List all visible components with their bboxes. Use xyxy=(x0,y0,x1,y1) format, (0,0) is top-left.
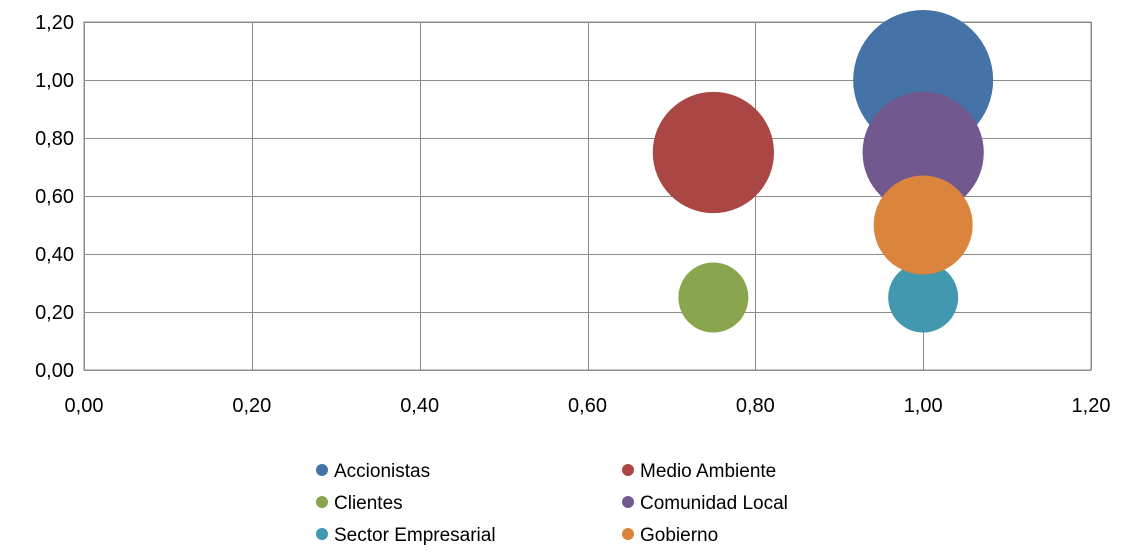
bubbles xyxy=(652,10,994,333)
x-tick-label: 0,00 xyxy=(65,395,104,417)
legend-label: Clientes xyxy=(334,493,403,514)
legend-label: Medio Ambiente xyxy=(640,461,776,482)
legend-item-sector-empresarial: Sector Empresarial xyxy=(316,525,496,546)
y-tick-label: 1,00 xyxy=(35,70,74,92)
y-tick-label: 0,80 xyxy=(35,128,74,150)
y-tick-label: 0,60 xyxy=(35,186,74,208)
x-tick-label: 1,20 xyxy=(1072,395,1111,417)
bubble-gobierno xyxy=(873,175,973,275)
x-tick-label: 0,40 xyxy=(400,395,439,417)
legend: Accionistas Medio Ambiente Clientes Comunid… xyxy=(316,461,788,546)
legend-label: Accionistas xyxy=(334,461,430,482)
legend-item-clientes: Clientes xyxy=(316,493,403,514)
plot-area xyxy=(83,21,1092,371)
x-tick-label: 0,20 xyxy=(232,395,271,417)
legend-item-gobierno: Gobierno xyxy=(622,525,718,546)
legend-label: Gobierno xyxy=(640,525,718,546)
legend-item-comunidad-local: Comunidad Local xyxy=(622,493,788,514)
legend-item-medio-ambiente: Medio Ambiente xyxy=(622,461,776,482)
bubble-medio-ambiente xyxy=(652,91,774,214)
y-tick-label: 1,20 xyxy=(35,12,74,34)
bubble-sector-empresarial xyxy=(888,262,959,333)
x-tick-label: 0,60 xyxy=(568,395,607,417)
legend-label: Comunidad Local xyxy=(640,493,788,514)
y-tick-label: 0,00 xyxy=(35,360,74,382)
legend-marker xyxy=(622,528,634,540)
y-axis-ticks: 0,00 0,20 0,40 0,60 0,80 1,00 1,20 xyxy=(35,12,74,382)
bubble-clientes xyxy=(678,262,749,333)
legend-marker xyxy=(316,496,328,508)
legend-item-accionistas: Accionistas xyxy=(316,461,430,482)
legend-marker xyxy=(316,528,328,540)
legend-marker xyxy=(622,496,634,508)
y-tick-label: 0,20 xyxy=(35,302,74,324)
x-axis-ticks: 0,00 0,20 0,40 0,60 0,80 1,00 1,20 xyxy=(65,395,1111,417)
bubble-comunidad-local xyxy=(862,91,984,214)
x-tick-label: 0,80 xyxy=(736,395,775,417)
legend-marker xyxy=(622,464,634,476)
legend-marker xyxy=(316,464,328,476)
x-tick-label: 1,00 xyxy=(904,395,943,417)
legend-label: Sector Empresarial xyxy=(334,525,496,546)
y-tick-label: 0,40 xyxy=(35,244,74,266)
